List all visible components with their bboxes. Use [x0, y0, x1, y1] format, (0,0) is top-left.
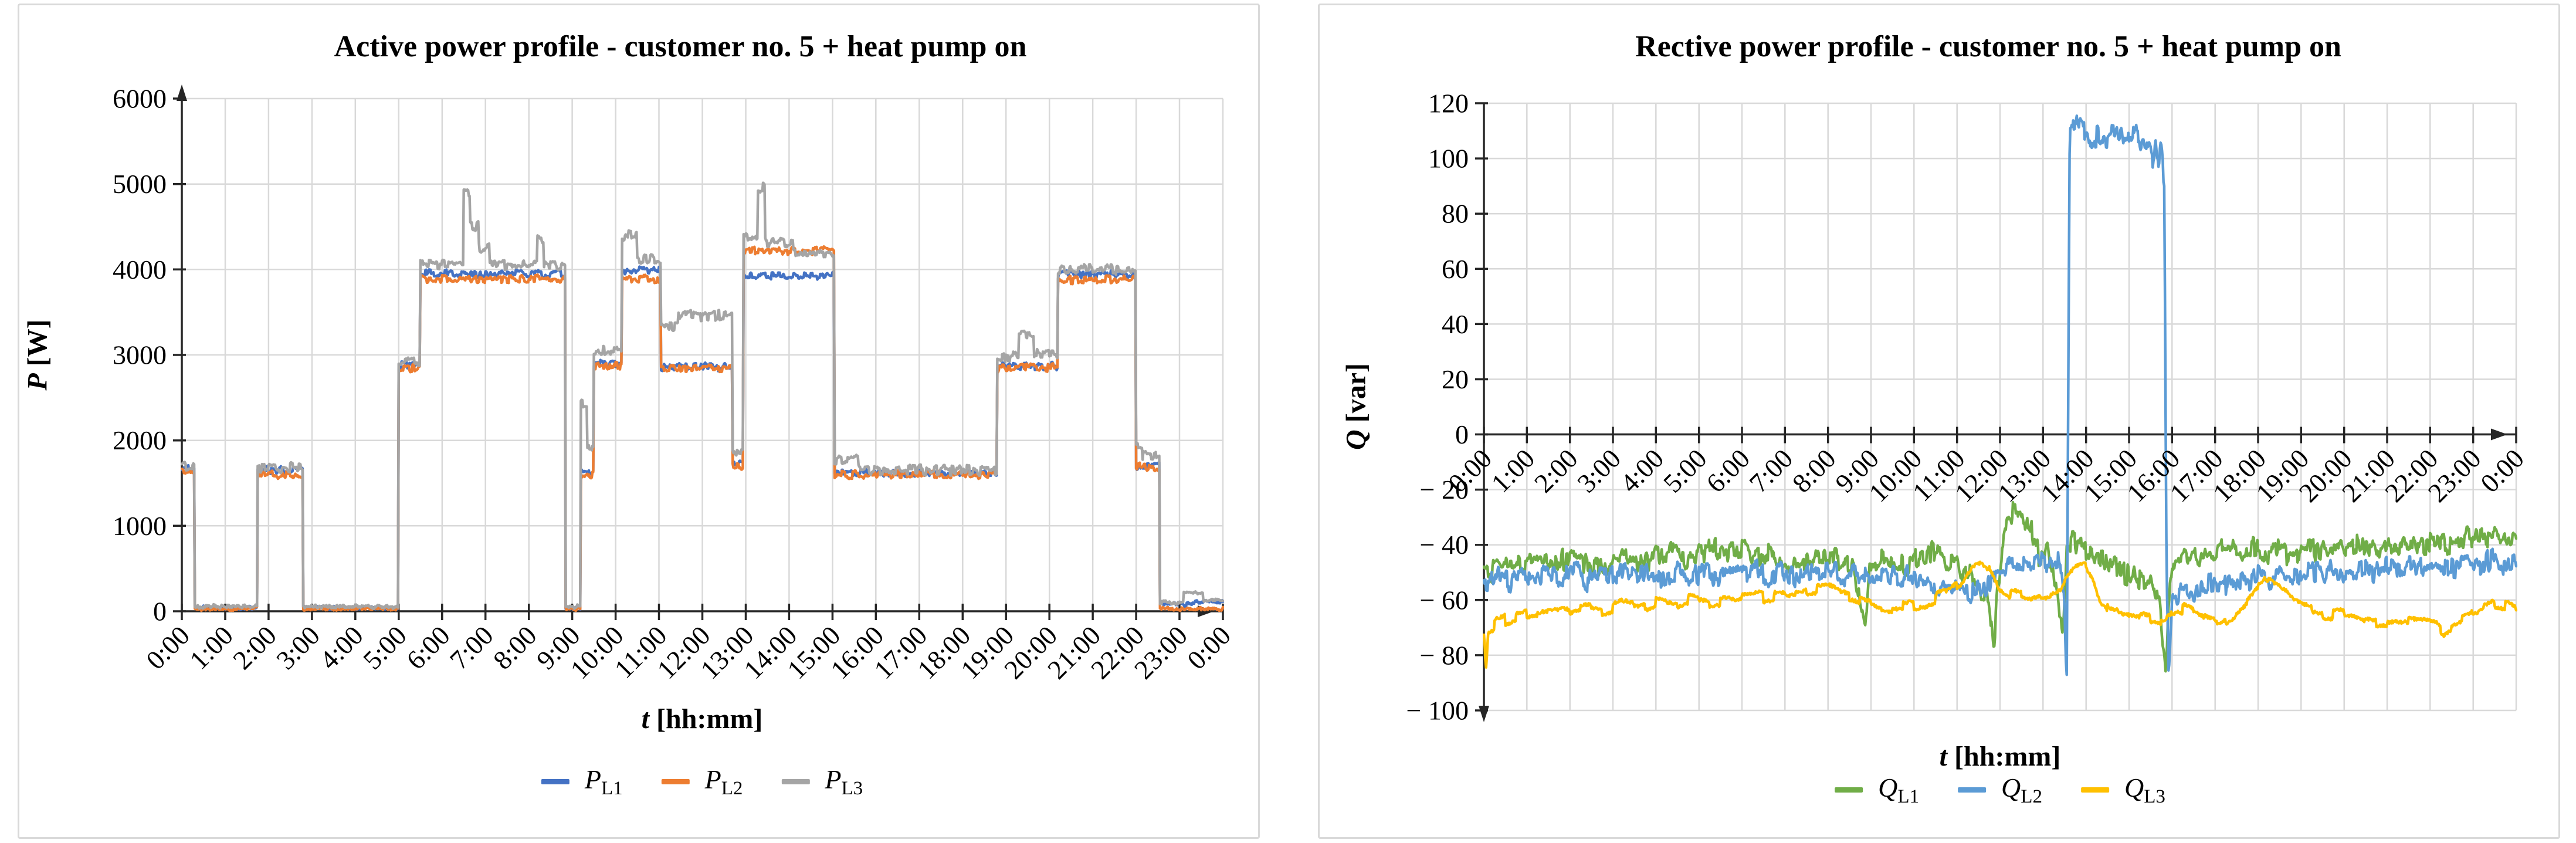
legend-item-Q_L1: QL1 [1835, 772, 1919, 808]
y-tick-labels: 0 1000 2000 3000 4000 5000 6000 [113, 84, 167, 627]
legend-line-swatch-icon [541, 779, 570, 785]
y-tick-label: − 20 [1420, 475, 1469, 505]
legend-label: PL2 [704, 764, 743, 800]
legend-item-Q_L3: QL3 [2080, 772, 2165, 808]
y-tick-label: 0 [1455, 419, 1469, 449]
x-tick-label: 2:00 [227, 620, 282, 675]
y-tick-label: 60 [1442, 254, 1469, 284]
legend-label: QL3 [2124, 773, 2165, 808]
y-tick-label: − 100 [1406, 696, 1469, 726]
legend-label: PL3 [825, 764, 863, 800]
axes [173, 84, 1224, 620]
y-tick-label: 0 [153, 597, 167, 627]
legend-label: PL1 [584, 764, 623, 800]
y-tick-label: − 40 [1420, 530, 1469, 560]
x-label-unit: [hh:mm] [1954, 741, 2061, 772]
x-label-unit: [hh:mm] [656, 703, 763, 734]
reactive-power-y-axis-label: Q [var] [1340, 363, 1372, 450]
legend-line-swatch-icon [1958, 787, 1987, 793]
y-tick-label: 4000 [113, 255, 167, 285]
y-tick-label: 5000 [113, 169, 167, 199]
x-tick-label: 7:00 [444, 620, 499, 675]
series-line-P_L3 [181, 181, 1224, 610]
y-label-symbol: Q [1340, 429, 1372, 450]
gridlines [182, 97, 1224, 611]
legend-line-swatch-icon [781, 779, 810, 785]
x-tick-label: 0:00 [1181, 620, 1236, 675]
x-tick-label: 6:00 [401, 620, 456, 675]
series-group [1483, 114, 2517, 676]
x-label-symbol: t [641, 703, 650, 734]
reactive-power-legend: QL1 QL2 QL3 [1835, 772, 2165, 808]
x-tick-label: 1:00 [184, 620, 239, 675]
active-power-chart-title: Active power profile - customer no. 5 + … [334, 30, 1027, 63]
reactive-power-x-axis-label: t [hh:mm] [1940, 740, 2061, 773]
legend-item-Q_L2: QL2 [1958, 772, 2042, 808]
legend-label: QL2 [2001, 773, 2042, 808]
x-label-symbol: t [1939, 741, 1948, 772]
x-tick-label: 3:00 [270, 620, 326, 675]
y-axis-up-arrow-icon [177, 84, 187, 101]
y-tick-label: − 60 [1420, 585, 1469, 615]
y-tick-labels: 120 100 80 60 40 20 0 − 20 − 40 − 60 − 80 − 100 [1406, 89, 1469, 726]
legend-line-swatch-icon [1835, 787, 1863, 793]
y-label-unit: [W] [22, 319, 53, 367]
y-tick-label: − 80 [1420, 640, 1469, 670]
legend-item-P_L2: PL2 [661, 764, 743, 800]
y-tick-label: 100 [1428, 144, 1469, 174]
legend-item-P_L1: PL1 [541, 764, 623, 800]
y-tick-label: 20 [1442, 364, 1469, 394]
active-power-plot: 01000200030004000500060000:001:002:003:0… [113, 84, 1236, 685]
active-power-legend: PL1 PL2 PL3 [541, 764, 863, 800]
y-axis-down-arrow-icon [1479, 706, 1489, 722]
y-tick-label: 6000 [113, 84, 167, 114]
series-line-P_L2 [181, 245, 1224, 612]
y-tick-label: 80 [1442, 199, 1469, 229]
active-power-x-axis-label: t [hh:mm] [642, 703, 763, 735]
series-line-Q_L2 [1483, 114, 2517, 676]
x-tick-label: 4:00 [314, 620, 369, 675]
x-tick-labels: 0:001:002:003:004:005:006:007:008:009:00… [140, 620, 1236, 685]
x-axis-right-arrow-icon [2491, 428, 2507, 441]
y-tick-label: 120 [1428, 89, 1469, 119]
legend-line-swatch-icon [661, 779, 690, 785]
legend-item-P_L3: PL3 [781, 764, 863, 800]
reactive-power-chart-title: Rective power profile - customer no. 5 +… [1635, 30, 2341, 63]
x-tick-label: 5:00 [357, 620, 412, 675]
y-tick-label: 3000 [113, 340, 167, 370]
series-group [181, 181, 1224, 612]
series-line-Q_L3 [1483, 560, 2517, 669]
x-tick-labels: 0:001:002:003:004:005:006:007:008:009:00… [1442, 443, 2530, 508]
reactive-power-plot: 120 100 80 60 40 20 0 − 20 − 40 − 60 − 80 − 100 0:00… [1406, 89, 2530, 726]
x-tick-label: 0:00 [140, 620, 195, 675]
y-tick-label: 2000 [113, 425, 167, 455]
legend-label: QL1 [1878, 773, 1920, 808]
reactive-power-panel [1318, 4, 2560, 839]
x-tick-label: 8:00 [487, 620, 543, 675]
axes [1475, 102, 2517, 722]
legend-line-swatch-icon [2080, 787, 2109, 793]
y-tick-label: 1000 [113, 511, 167, 541]
y-tick-label: 40 [1442, 309, 1469, 339]
active-power-y-axis-label: P [W] [22, 319, 54, 390]
y-label-unit: [var] [1340, 363, 1372, 423]
y-label-symbol: P [22, 373, 53, 391]
